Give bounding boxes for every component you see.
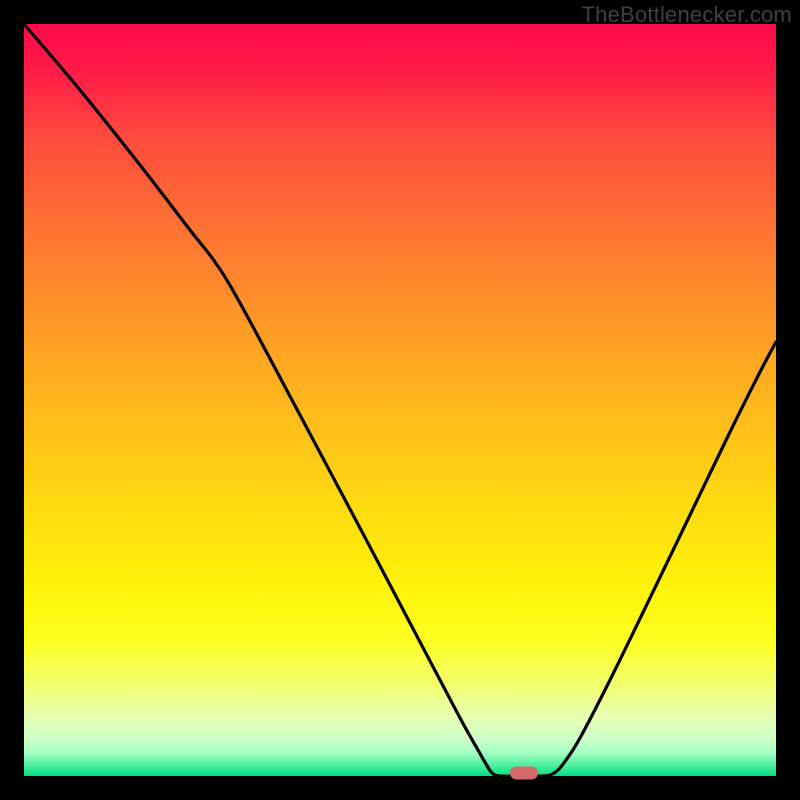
optimum-marker [510,767,538,780]
attribution-text: TheBottlenecker.com [582,2,792,28]
bottleneck-chart: TheBottlenecker.com [0,0,800,800]
chart-plot-background [24,24,776,776]
chart-svg [0,0,800,800]
